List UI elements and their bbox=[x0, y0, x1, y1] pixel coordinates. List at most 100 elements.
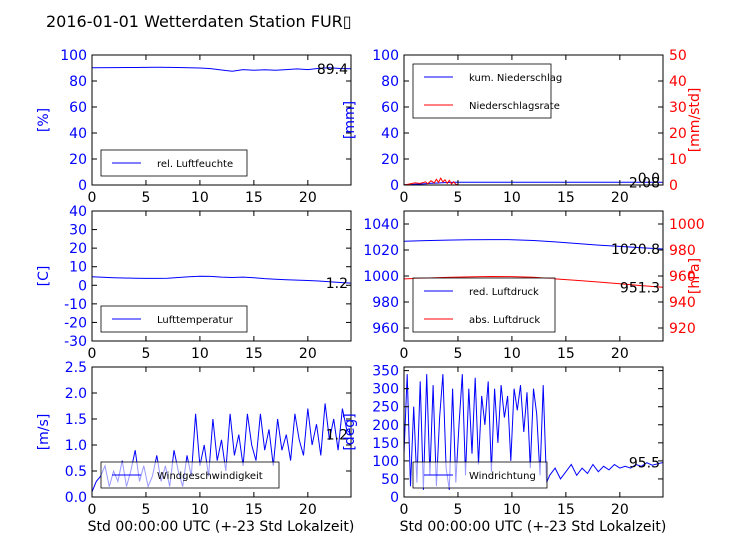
x-tick-label: 10 bbox=[191, 190, 209, 206]
x-tick-label: 0 bbox=[400, 346, 409, 362]
plot-frame bbox=[403, 366, 664, 498]
y-tick-label: 1.0 bbox=[65, 438, 87, 454]
y-axis-label: [C] bbox=[36, 266, 52, 287]
panel-6: 0 5 10 15 20050100150200250300350[deg]Windri… bbox=[342, 364, 664, 518]
y-tick-label: 0 bbox=[78, 178, 87, 194]
legend-label: kum. Niederschlag bbox=[469, 73, 562, 84]
last-value-label: 1.2 bbox=[326, 428, 348, 444]
series-line-2 bbox=[404, 275, 663, 288]
legend-box bbox=[412, 63, 552, 119]
y-tick-label: 20 bbox=[381, 152, 399, 168]
x-tick-label: 5 bbox=[141, 190, 150, 206]
y-tick-label: -10 bbox=[64, 297, 87, 313]
y-tick-label: 60 bbox=[69, 100, 87, 116]
last-value-label: 2.08 bbox=[629, 175, 660, 191]
y-axis-label: [m/s] bbox=[36, 414, 52, 451]
legend-label: Windrichtung bbox=[469, 471, 536, 482]
x-tick-label: 0 bbox=[400, 502, 409, 518]
y-right-tick-label: 1000 bbox=[669, 217, 705, 233]
y-tick-label: 250 bbox=[372, 400, 399, 416]
y-tick-label: -20 bbox=[64, 315, 87, 331]
y-right-tick-label: 50 bbox=[669, 48, 687, 64]
y-tick-label: 10 bbox=[69, 260, 87, 276]
legend-label: Lufttemperatur bbox=[157, 315, 234, 326]
x-tick-label: 0 bbox=[400, 190, 409, 206]
x-tick-label: 5 bbox=[141, 346, 150, 362]
x-tick-label: 15 bbox=[245, 190, 263, 206]
y-right-tick-label: 940 bbox=[669, 295, 696, 311]
y-right-tick-label: 20 bbox=[669, 126, 687, 142]
series-line-1 bbox=[92, 403, 351, 492]
y-tick-label: 0 bbox=[78, 278, 87, 294]
x-tick-label: 20 bbox=[299, 190, 317, 206]
y-tick-label: 0.5 bbox=[65, 464, 87, 480]
legend-box bbox=[412, 277, 556, 333]
y-tick-label: 350 bbox=[372, 364, 399, 380]
panel-3: 0 5 10 15 20 -30 -20 -10 0 10 20 30 40 [C] Lufttempera… bbox=[36, 204, 352, 362]
y-right-tick-label: 980 bbox=[669, 243, 696, 259]
y-tick-label: 200 bbox=[372, 418, 399, 434]
x-tick-label: 15 bbox=[245, 502, 263, 518]
y-right-tick-label: 960 bbox=[669, 269, 696, 285]
y-tick-label: 100 bbox=[372, 48, 399, 64]
y-tick-label: 30 bbox=[69, 223, 87, 239]
y-right-tick-label: 10 bbox=[669, 152, 687, 168]
legend-label: abs. Luftdruck bbox=[469, 315, 540, 326]
x-tick-label: 15 bbox=[557, 190, 575, 206]
x-axis-label-left: Std 00:00:00 UTC (+-23 Std Lokalzeit) bbox=[88, 519, 355, 535]
y-tick-label: 60 bbox=[381, 100, 399, 116]
y-tick-label: 0.0 bbox=[65, 490, 87, 506]
plot-frame bbox=[403, 54, 664, 186]
y-tick-label: 2.0 bbox=[65, 386, 87, 402]
x-tick-label: 20 bbox=[611, 502, 629, 518]
x-axis-label-right: Std 00:00:00 UTC (+-23 Std Lokalzeit) bbox=[400, 519, 667, 535]
x-tick-label: 5 bbox=[453, 190, 462, 206]
y-tick-label: 80 bbox=[381, 74, 399, 90]
y-tick-label: 0 bbox=[390, 490, 399, 506]
last-value-right-label: 951.3 bbox=[620, 280, 660, 296]
x-tick-label: 10 bbox=[503, 502, 521, 518]
last-value-label: 1020.8 bbox=[611, 242, 660, 258]
y-tick-label: 1000 bbox=[363, 269, 399, 285]
y-tick-label: 1020 bbox=[363, 243, 399, 259]
y-tick-label: 0 bbox=[390, 178, 399, 194]
x-tick-label: 20 bbox=[611, 190, 629, 206]
series-line-1 bbox=[404, 374, 663, 490]
x-tick-label: 10 bbox=[191, 346, 209, 362]
y-tick-label: 980 bbox=[372, 295, 399, 311]
x-tick-label: 20 bbox=[611, 346, 629, 362]
plot-frame bbox=[91, 366, 352, 498]
y-tick-label: 40 bbox=[381, 126, 399, 142]
x-tick-label: 0 bbox=[88, 502, 97, 518]
y-tick-label: 40 bbox=[69, 204, 87, 220]
figure-title: 2016-01-01 Wetterdaten Station FUR▯ bbox=[46, 12, 352, 31]
x-tick-label: 10 bbox=[503, 346, 521, 362]
y-tick-label: 960 bbox=[372, 321, 399, 337]
series-line-2 bbox=[404, 177, 459, 185]
y-tick-label: 1.5 bbox=[65, 412, 87, 428]
legend-label: Niederschlagsrate bbox=[469, 101, 560, 112]
plot-frame bbox=[91, 210, 352, 342]
panel-5: 0 5 10 15 20 0.0 0.5 1.0 1.5 2.0 2.5 [m/s] Windgesch… bbox=[36, 360, 352, 518]
x-tick-label: 0 bbox=[88, 190, 97, 206]
panel-2: 0 5 10 15 20 0 20 40 60 80 100 0 10 20 30 40 50 [mm/std] [… bbox=[342, 48, 703, 206]
x-tick-label: 5 bbox=[141, 502, 150, 518]
legend-label: red. Luftdruck bbox=[469, 287, 539, 298]
y-tick-label: 2.5 bbox=[65, 360, 87, 376]
last-value-label: 89.4 bbox=[317, 62, 348, 78]
panel-1: 0 5 10 15 20 0 20 40 60 80 100 [%] rel. Luftfeuchte 8… bbox=[36, 48, 352, 206]
plot-frame bbox=[91, 54, 352, 186]
last-value-right-label: 0.0 bbox=[638, 171, 660, 187]
y-tick-label: 20 bbox=[69, 152, 87, 168]
x-tick-label: 15 bbox=[557, 502, 575, 518]
x-tick-label: 10 bbox=[503, 190, 521, 206]
y-tick-label: 20 bbox=[69, 241, 87, 257]
last-value-label: 95.5 bbox=[629, 456, 660, 472]
legend-label: rel. Luftfeuchte bbox=[157, 159, 233, 170]
y-axis-label: [deg] bbox=[342, 413, 358, 450]
series-line-1 bbox=[404, 239, 663, 250]
y-tick-label: 40 bbox=[69, 126, 87, 142]
y-axis-label: [%] bbox=[36, 108, 52, 132]
x-tick-label: 15 bbox=[557, 346, 575, 362]
